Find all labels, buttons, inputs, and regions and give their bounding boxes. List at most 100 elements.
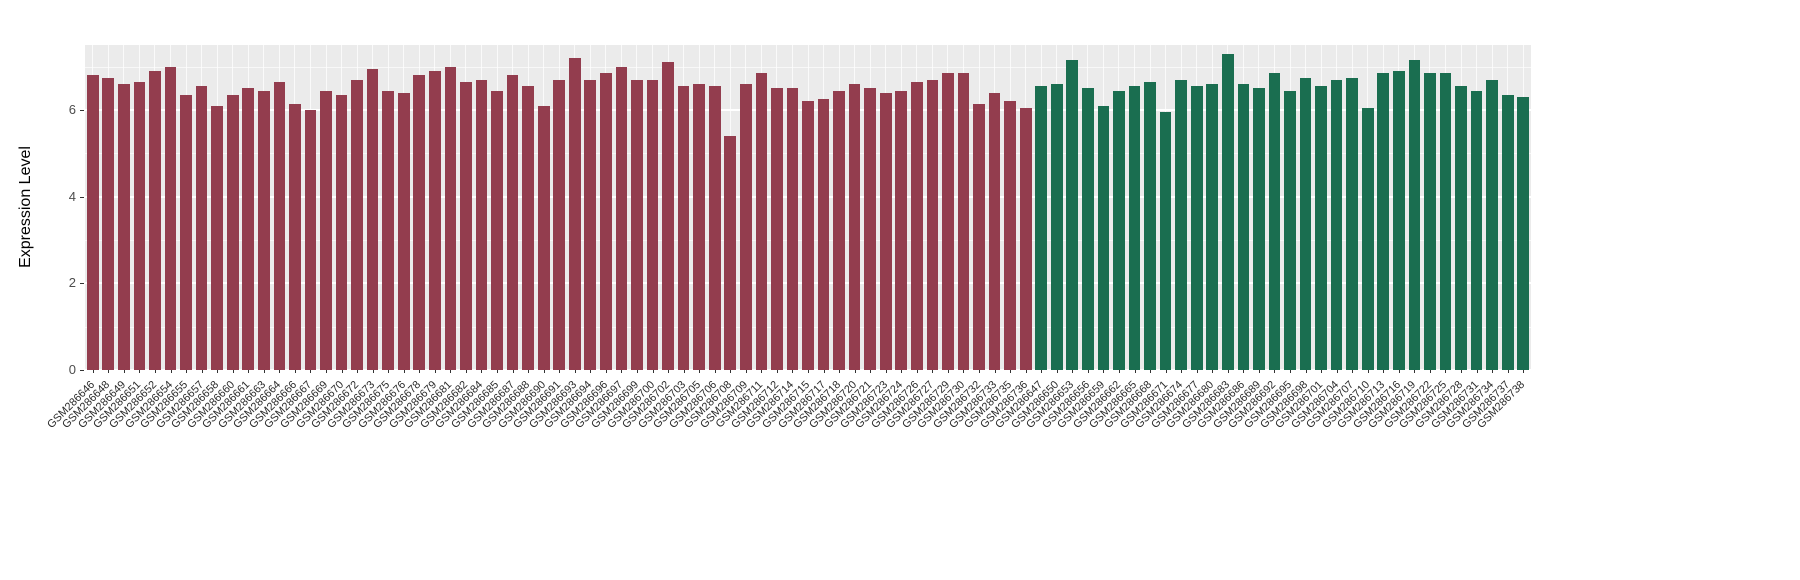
- x-tick-mark: [839, 370, 841, 373]
- x-tick-mark: [357, 370, 359, 373]
- bar: [615, 66, 628, 370]
- x-tick-mark: [699, 370, 701, 373]
- bar: [1206, 84, 1219, 370]
- x-tick-mark: [1305, 370, 1307, 373]
- x-tick-mark: [139, 370, 141, 373]
- x-tick-mark: [745, 370, 747, 373]
- bar: [957, 73, 970, 370]
- x-tick-mark: [792, 370, 794, 373]
- x-tick-mark: [170, 370, 172, 373]
- x-tick-mark: [854, 370, 856, 373]
- bar: [817, 99, 830, 370]
- bar: [739, 84, 752, 370]
- bar: [102, 77, 115, 370]
- x-tick-mark: [279, 370, 281, 373]
- bar: [895, 90, 908, 370]
- bar: [1190, 86, 1203, 370]
- bar: [911, 81, 923, 370]
- bar: [180, 94, 192, 370]
- bar: [973, 103, 985, 370]
- x-tick-mark: [388, 370, 390, 373]
- y-tick-mark: [80, 196, 84, 198]
- x-tick-mark: [372, 370, 374, 373]
- bar: [444, 66, 457, 370]
- bar: [1361, 107, 1374, 370]
- y-tick-mark: [80, 370, 84, 371]
- bar: [118, 84, 130, 370]
- x-tick-mark: [605, 370, 607, 373]
- x-tick-mark: [326, 370, 327, 373]
- x-tick-mark: [248, 370, 250, 373]
- bar: [273, 81, 286, 370]
- x-tick-mark: [1321, 370, 1323, 373]
- x-tick-mark: [963, 370, 965, 373]
- x-tick-mark: [1010, 370, 1012, 373]
- bar: [1050, 84, 1063, 370]
- bar: [537, 105, 550, 370]
- bar: [429, 71, 441, 370]
- x-tick-mark: [1523, 370, 1525, 373]
- bar: [708, 86, 721, 370]
- bar: [304, 110, 317, 370]
- x-tick-mark: [621, 370, 623, 373]
- bar: [864, 88, 877, 370]
- bar: [1082, 88, 1094, 370]
- y-tick-label: 0: [68, 362, 76, 377]
- y-tick-mark: [80, 283, 84, 285]
- bar: [693, 84, 705, 370]
- x-tick-mark: [154, 370, 156, 373]
- bar: [662, 62, 674, 370]
- x-tick-mark: [232, 370, 234, 373]
- bar: [397, 92, 410, 370]
- x-tick-mark: [1507, 370, 1509, 373]
- x-tick-mark: [512, 370, 514, 373]
- x-tick-mark: [1429, 370, 1431, 373]
- x-tick-mark: [668, 370, 670, 373]
- y-tick-label: 2: [68, 275, 76, 291]
- x-tick-mark: [1103, 370, 1105, 373]
- bar: [211, 105, 223, 370]
- y-tick-mark: [80, 110, 84, 111]
- bar: [1517, 97, 1530, 370]
- bar: [1284, 90, 1296, 370]
- bar: [1237, 84, 1250, 370]
- x-tick-mark: [1445, 370, 1447, 373]
- x-tick-mark: [761, 370, 763, 373]
- bar: [460, 81, 472, 370]
- y-axis-title: Expression Level: [17, 146, 34, 268]
- x-tick-mark: [1227, 370, 1229, 373]
- x-tick-mark: [1258, 370, 1260, 373]
- x-tick-mark: [776, 370, 778, 373]
- x-tick-mark: [683, 370, 685, 373]
- x-tick-mark: [1383, 370, 1385, 373]
- x-tick-mark: [528, 370, 530, 373]
- x-tick-mark: [108, 370, 110, 373]
- bar: [771, 88, 783, 370]
- x-tick-mark: [465, 370, 467, 373]
- x-tick-mark: [916, 370, 918, 373]
- y-tick-label: 6: [68, 102, 76, 117]
- x-tick-mark: [1414, 370, 1416, 373]
- bar: [164, 66, 177, 370]
- x-tick-mark: [885, 370, 887, 373]
- bar: [1175, 79, 1187, 370]
- x-tick-mark: [123, 370, 125, 373]
- x-tick-mark: [1134, 370, 1136, 373]
- x-tick-mark: [419, 370, 421, 373]
- x-tick-mark: [652, 370, 654, 373]
- bar: [1019, 107, 1032, 370]
- bar: [1377, 73, 1390, 370]
- x-tick-mark: [434, 370, 436, 373]
- bar: [1299, 77, 1312, 370]
- bar: [1253, 88, 1265, 370]
- bar: [1268, 73, 1281, 370]
- bar: [1159, 112, 1172, 370]
- x-tick-mark: [294, 370, 296, 373]
- x-tick-mark: [636, 370, 638, 373]
- bar: [475, 79, 488, 370]
- x-tick-mark: [559, 370, 561, 373]
- bar: [320, 90, 332, 370]
- bar: [491, 90, 503, 370]
- bar: [195, 86, 208, 370]
